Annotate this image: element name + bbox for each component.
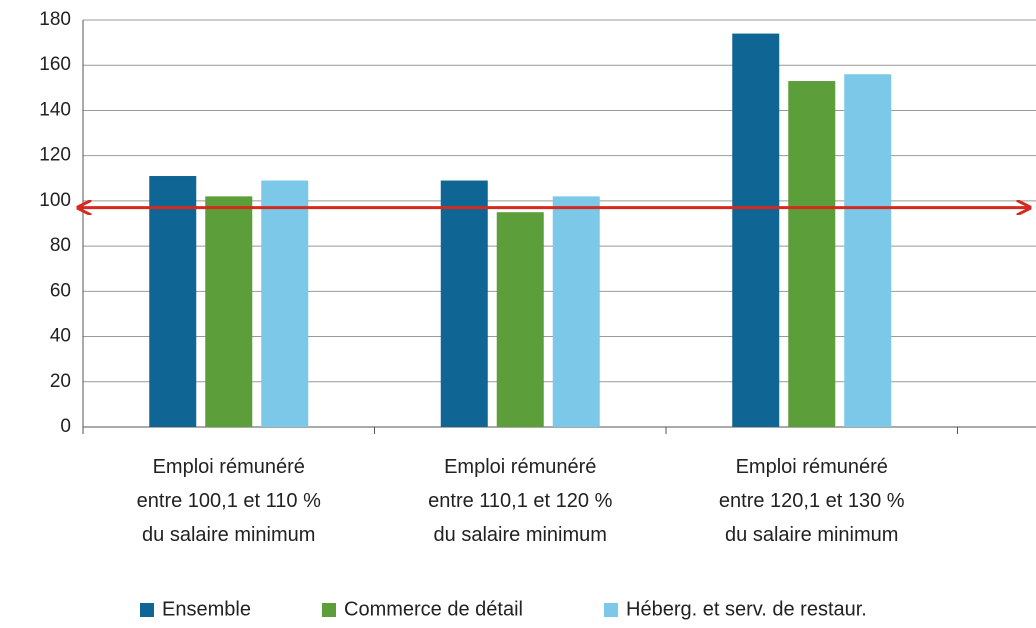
y-tick-label: 160 xyxy=(39,54,71,75)
bar xyxy=(149,176,197,427)
y-tick-label: 80 xyxy=(50,235,71,256)
y-tick-label: 120 xyxy=(39,145,71,166)
y-tick-label: 20 xyxy=(50,371,71,392)
bar xyxy=(552,196,600,427)
bar xyxy=(440,180,488,427)
legend-label: Ensemble xyxy=(162,598,251,620)
bar xyxy=(788,81,836,428)
y-tick-label: 100 xyxy=(39,190,71,211)
y-tick-label: 60 xyxy=(50,280,71,301)
y-tick-label: 140 xyxy=(39,99,71,120)
y-tick-label: 0 xyxy=(60,416,71,437)
legend-label: Héberg. et serv. de restaur. xyxy=(626,598,867,620)
legend-swatch xyxy=(140,603,154,617)
x-tick-label: Emploi rémunéré entre 110,1 et 120 % du … xyxy=(428,456,613,546)
y-tick-label: 40 xyxy=(50,326,71,347)
bar xyxy=(496,212,544,427)
x-tick-label: Emploi rémunéré entre 100,1 et 110 % du … xyxy=(136,456,321,546)
bar xyxy=(205,196,253,427)
x-tick-label: Emploi rémunéré entre 120,1 et 130 % du … xyxy=(718,456,905,546)
legend-label: Commerce de détail xyxy=(344,598,523,620)
bar xyxy=(261,180,309,427)
bar xyxy=(732,33,780,428)
bar xyxy=(844,74,892,428)
legend-swatch xyxy=(604,603,618,617)
y-tick-label: 180 xyxy=(39,9,71,30)
legend-swatch xyxy=(322,603,336,617)
